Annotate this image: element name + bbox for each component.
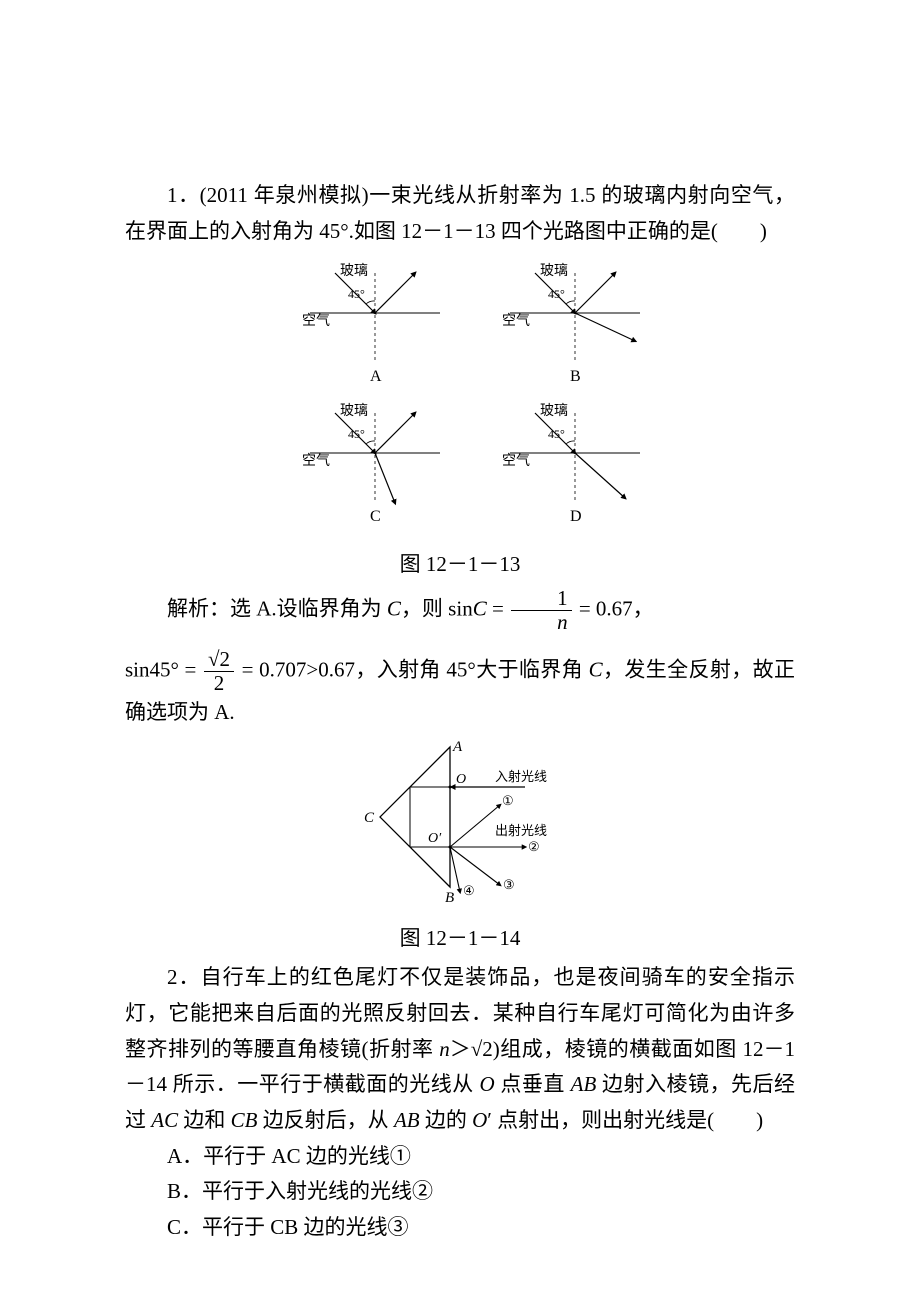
q1-l2a: sin45° = <box>125 657 202 681</box>
panel-label-d: D <box>570 508 582 525</box>
frac1-den: n <box>511 611 572 634</box>
panel-label-a: A <box>370 368 382 385</box>
fig-caption-2: 图 12－1－14 <box>125 921 795 957</box>
q2-h: 边的 <box>420 1108 473 1132</box>
q2-f: 边和 <box>178 1108 231 1132</box>
panel-label-c: C <box>370 508 381 525</box>
sqrt2: √2 <box>471 1037 493 1061</box>
option-b: B．平行于入射光线的光线② <box>125 1174 795 1210</box>
q1-sol-a: 解析：选 A.设临界角为 <box>167 596 387 620</box>
q1-solution-line2: sin45° = √22 = 0.707>0.67，入射角 45°大于临界角 C… <box>125 648 795 731</box>
fig-caption-1: 图 12－1－13 <box>125 547 795 583</box>
frac-1-over-n: 1n <box>511 587 572 634</box>
q1-sol-c: = <box>487 596 509 620</box>
frac-root2-2: √22 <box>204 648 234 695</box>
angle-c: 45° <box>348 427 365 441</box>
q1-sol-d: = 0.67， <box>574 596 654 620</box>
q1-solution-line1: 解析：选 A.设临界角为 C，则 sinC = 1n = 0.67， <box>125 587 795 634</box>
var-n: n <box>439 1037 450 1061</box>
var-AC: AC <box>151 1108 178 1132</box>
q2-i: ′ 点射出，则出射光线是( ) <box>487 1108 763 1132</box>
q1-source: (2011 年泉州模拟) <box>200 183 369 207</box>
label-glass-b: 玻璃 <box>540 262 568 279</box>
label-incident: 入射光线 <box>495 769 547 784</box>
q1-sol-b: ，则 sin <box>401 596 473 620</box>
var-AB2: AB <box>394 1108 420 1132</box>
var-Oprime: O <box>472 1108 487 1132</box>
angle-b: 45° <box>548 287 565 301</box>
q1-number: 1． <box>167 183 200 207</box>
frac2-den: 2 <box>204 672 234 695</box>
var-C: C <box>387 596 401 620</box>
q1-diagram-svg: 玻璃 空气 45° A 玻璃 空气 <box>250 253 670 533</box>
q2-b: ＞ <box>450 1037 471 1061</box>
q2-options: A．平行于 AC 边的光线① B．平行于入射光线的光线② C．平行于 CB 边的… <box>125 1139 795 1246</box>
frac1-num: 1 <box>511 587 572 611</box>
node-C: C <box>364 810 375 826</box>
angle-d: 45° <box>548 427 565 441</box>
ray-2: ② <box>528 839 540 854</box>
option-c: C．平行于 CB 边的光线③ <box>125 1210 795 1246</box>
var-CB: CB <box>231 1108 258 1132</box>
var-AB: AB <box>571 1072 597 1096</box>
label-air-a: 空气 <box>302 313 330 329</box>
var-C3: C <box>589 657 603 681</box>
page: 1．(2011 年泉州模拟)一束光线从折射率为 1.5 的玻璃内射向空气，在界面… <box>0 0 920 1306</box>
ray-4: ④ <box>463 883 475 898</box>
node-A: A <box>452 739 463 755</box>
label-air-c: 空气 <box>302 453 330 469</box>
frac2-num: √2 <box>204 648 234 672</box>
var-C2: C <box>473 596 487 620</box>
label-glass-a: 玻璃 <box>340 262 368 279</box>
node-O: O <box>456 772 466 787</box>
panel-label-b: B <box>570 368 581 385</box>
figure-12-1-14: A B C O 入射光线 O′ ① 出射光线 <box>125 737 795 956</box>
q1-stem: 1．(2011 年泉州模拟)一束光线从折射率为 1.5 的玻璃内射向空气，在界面… <box>125 178 795 249</box>
label-air-d: 空气 <box>502 453 530 469</box>
q2-stem: 2．自行车上的红色尾灯不仅是装饰品，也是夜间骑车的安全指示灯，它能把来自后面的光… <box>125 960 795 1138</box>
ray-1: ① <box>502 793 514 808</box>
ray-3: ③ <box>503 877 515 892</box>
label-air-b: 空气 <box>502 313 530 329</box>
label-exit: 出射光线 <box>495 823 547 838</box>
var-O: O <box>479 1072 494 1096</box>
node-Oprime: O′ <box>428 831 442 846</box>
label-glass-d: 玻璃 <box>540 402 568 419</box>
q2-g: 边反射后，从 <box>257 1108 394 1132</box>
figure-12-1-13: 玻璃 空气 45° A 玻璃 空气 <box>125 253 795 582</box>
label-glass-c: 玻璃 <box>340 402 368 419</box>
option-a: A．平行于 AC 边的光线① <box>125 1139 795 1175</box>
node-B: B <box>445 890 454 906</box>
q2-number: 2． <box>167 965 201 989</box>
q2-d: 点垂直 <box>495 1072 571 1096</box>
q2-diagram-svg: A B C O 入射光线 O′ ① 出射光线 <box>330 737 590 907</box>
angle-a: 45° <box>348 287 365 301</box>
q1-l2b: = 0.707>0.67，入射角 45°大于临界角 <box>236 657 589 681</box>
